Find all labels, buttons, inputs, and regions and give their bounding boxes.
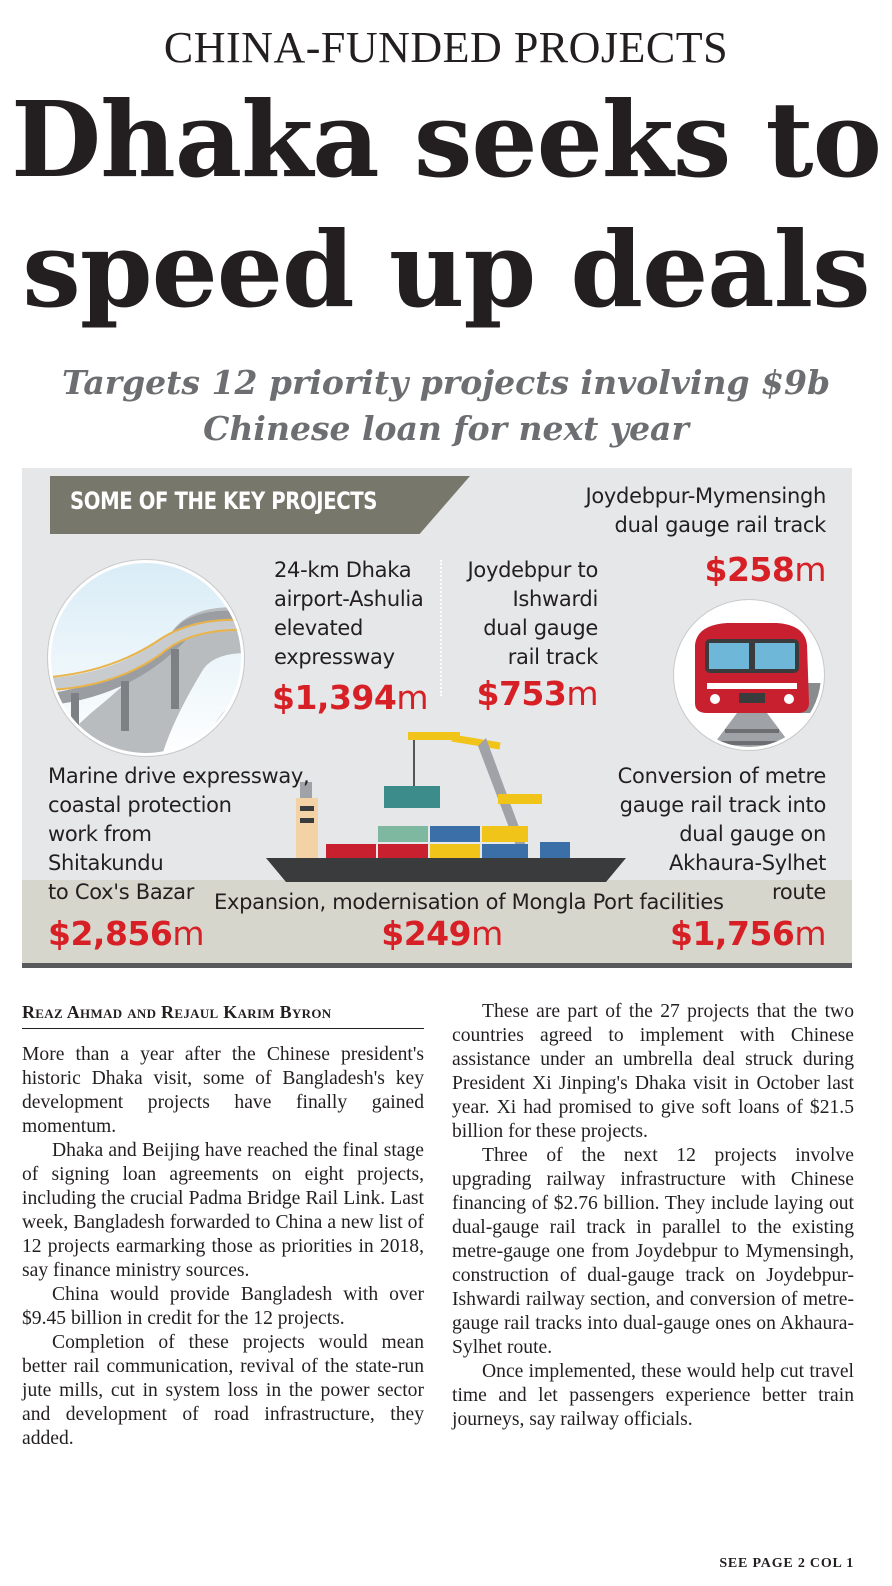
- article-paragraph: Three of the next 12 projects involve up…: [452, 1145, 854, 1358]
- project-airport-expressway-label: 24-km Dhaka airport-Ashulia elevated exp…: [274, 556, 424, 672]
- amount-unit: m: [794, 914, 826, 953]
- project-label-line: dual gauge: [483, 616, 598, 640]
- project-joydebpur-mymensingh-amount: $258m: [622, 550, 826, 589]
- project-joydebpur-ishwardi-label: Joydebpur to Ishwardi dual gauge rail tr…: [422, 556, 599, 672]
- project-airport-expressway-amount: $1,394m: [272, 678, 428, 717]
- dotted-divider: [440, 560, 442, 696]
- amount-unit: m: [566, 674, 598, 713]
- amount-value: $1,394: [272, 678, 397, 717]
- subhead-line-2: Chinese loan for next year: [203, 409, 689, 448]
- project-label-line: Akhaura-Sylhet: [669, 851, 826, 875]
- article-paragraph: Once implemented, these would help cut t…: [452, 1361, 854, 1430]
- article-column-right: These are part of the 27 projects that t…: [452, 1000, 854, 1432]
- headline-line-2: speed up deals: [22, 208, 870, 331]
- project-label-line: Joydebpur-Mymensingh: [585, 484, 826, 508]
- infographic-bottom-rule: [22, 963, 852, 968]
- amount-unit: m: [396, 678, 428, 717]
- project-label-line: gauge rail track into: [619, 793, 827, 817]
- amount-value: $1,756: [670, 914, 795, 953]
- amount-unit: m: [471, 914, 503, 953]
- section-banner-label: SOME OF THE KEY PROJECTS: [70, 487, 378, 515]
- article-paragraph: These are part of the 27 projects that t…: [452, 1001, 854, 1142]
- project-label-line: 24-km Dhaka: [274, 558, 412, 582]
- project-label-line: Joydebpur to: [467, 558, 599, 582]
- project-mongla-port-amount: $249m: [352, 914, 532, 953]
- amount-value: $249: [381, 914, 472, 953]
- article-paragraph: Dhaka and Beijing have reached the final…: [22, 1140, 424, 1281]
- project-joydebpur-ishwardi-amount: $753m: [422, 674, 598, 713]
- project-label-line: airport-Ashulia: [274, 587, 424, 611]
- infographic-bottom-band: [22, 880, 852, 966]
- project-label-line: Marine drive expressway,: [48, 764, 310, 788]
- amount-value: $258: [704, 550, 795, 589]
- byline: Reaz Ahmad and Rejaul Karim Byron: [22, 1002, 332, 1022]
- project-label-line: Ishwardi: [512, 587, 598, 611]
- amount-value: $2,856: [48, 914, 173, 953]
- project-label-line: to Cox's Bazar: [48, 880, 195, 904]
- project-label-line: coastal protection: [48, 793, 232, 817]
- article-paragraph: More than a year after the Chinese presi…: [22, 1044, 424, 1137]
- article-paragraph: Completion of these projects would mean …: [22, 1332, 424, 1449]
- project-label-line: rail track: [507, 645, 599, 669]
- key-projects-infographic: SOME OF THE KEY PROJECTS: [22, 468, 852, 966]
- continuation-reference[interactable]: SEE PAGE 2 COL 1: [719, 1556, 854, 1571]
- project-label-line: route: [772, 880, 826, 904]
- project-label-line: dual gauge on: [679, 822, 826, 846]
- train-illustration: [677, 603, 821, 747]
- amount-unit: m: [172, 914, 204, 953]
- project-label-line: Expansion, modernisation of Mongla Port …: [214, 890, 724, 914]
- project-joydebpur-mymensingh-label: Joydebpur-Mymensingh dual gauge rail tra…: [542, 482, 826, 540]
- train-image: [674, 600, 824, 750]
- project-label-line: Conversion of metre: [617, 764, 827, 788]
- amount-unit: m: [794, 550, 826, 589]
- cargo-ship-image: [266, 732, 626, 882]
- subhead-line-1: Targets 12 priority projects involving $…: [61, 363, 831, 402]
- project-label-line: work from: [48, 822, 152, 846]
- article-paragraph: China would provide Bangladesh with over…: [22, 1284, 424, 1329]
- article-column-left: More than a year after the Chinese presi…: [22, 1043, 424, 1451]
- byline-rule: [22, 1028, 424, 1029]
- subhead: Targets 12 priority projects involving $…: [0, 360, 892, 452]
- project-mongla-port-label: Expansion, modernisation of Mongla Port …: [214, 888, 724, 917]
- project-akhaura-sylhet-amount: $1,756m: [622, 914, 826, 953]
- amount-value: $753: [476, 674, 567, 713]
- project-akhaura-sylhet-label: Conversion of metre gauge rail track int…: [582, 762, 827, 907]
- section-banner: [50, 476, 470, 534]
- project-marine-drive-amount: $2,856m: [48, 914, 204, 953]
- kicker: CHINA-FUNDED PROJECTS: [163, 23, 729, 72]
- project-label-line: elevated: [274, 616, 364, 640]
- expressway-illustration: [51, 563, 241, 753]
- project-marine-drive-label: Marine drive expressway, coastal protect…: [48, 762, 310, 907]
- project-label-line: dual gauge rail track: [614, 513, 827, 537]
- headline-line-1: Dhaka seeks to: [11, 78, 882, 201]
- project-label-line: expressway: [274, 645, 395, 669]
- elevated-expressway-image: [48, 560, 244, 756]
- project-label-line: Shitakundu: [48, 851, 164, 875]
